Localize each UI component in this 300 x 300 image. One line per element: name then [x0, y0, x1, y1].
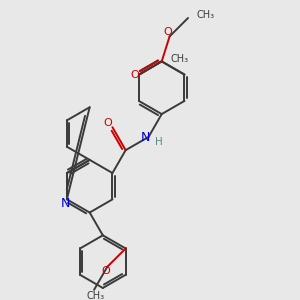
- Text: CH₃: CH₃: [197, 10, 215, 20]
- Text: N: N: [141, 131, 150, 145]
- Text: CH₃: CH₃: [170, 55, 188, 64]
- Text: O: O: [130, 70, 139, 80]
- Text: CH₃: CH₃: [87, 291, 105, 300]
- Text: O: O: [101, 266, 110, 276]
- Text: O: O: [163, 26, 172, 37]
- Text: O: O: [103, 118, 112, 128]
- Text: H: H: [155, 137, 163, 147]
- Text: N: N: [61, 197, 70, 210]
